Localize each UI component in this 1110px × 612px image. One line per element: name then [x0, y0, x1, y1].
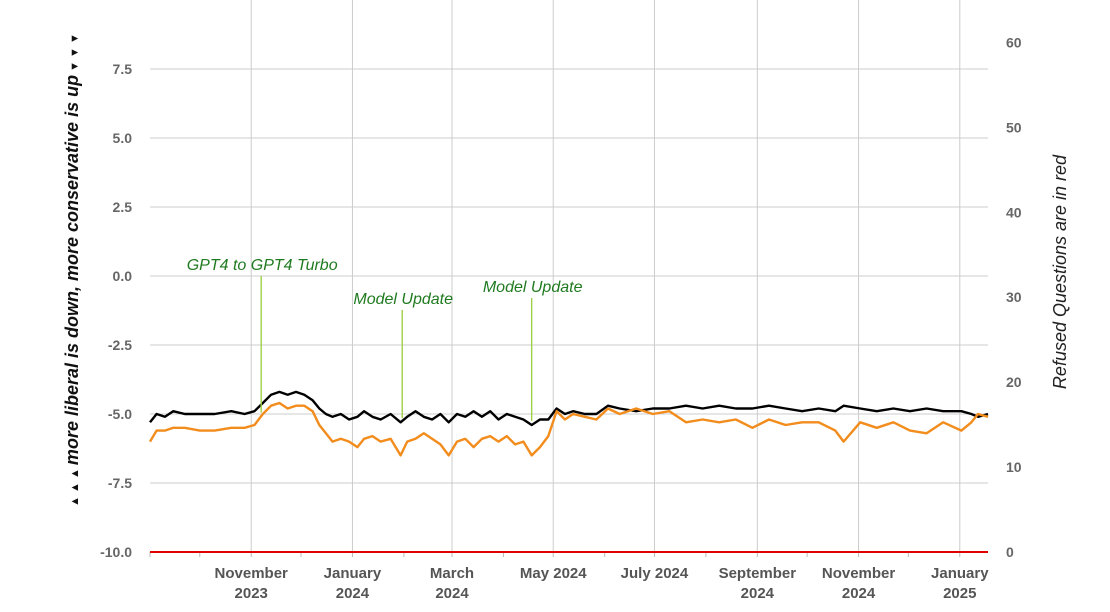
grid [149, 0, 988, 557]
series-layer [148, 390, 989, 553]
x-tick-label: January [931, 565, 989, 582]
x-tick-label-year: 2024 [842, 585, 876, 602]
series-line-0 [149, 390, 989, 427]
x-tick-label-year: 2025 [943, 585, 976, 602]
x-tick-label: November [822, 565, 896, 582]
series-line-1 [148, 401, 989, 457]
annotation-label: Model Update [483, 279, 583, 296]
y-right-tick-label: 0 [1006, 544, 1014, 560]
annotation-label: GPT4 to GPT4 Turbo [187, 257, 338, 274]
y-left-tick-label: 2.5 [113, 199, 133, 215]
y-right-tick-label: 40 [1006, 204, 1022, 220]
y-left-tick-label: -10.0 [100, 544, 132, 560]
x-tick-label: November [215, 565, 289, 582]
y-axis-left-title: ▲ ▲ ▲ more liberal is down, more conserv… [62, 33, 82, 507]
x-tick-label: May 2024 [520, 565, 587, 582]
x-tick-label-year: 2024 [741, 585, 775, 602]
annotations: GPT4 to GPT4 Turbo Model Update Model Upda… [187, 257, 583, 421]
y-right-tick-label: 30 [1006, 289, 1022, 305]
y-left-tick-label: -5.0 [108, 406, 132, 422]
x-tick-label: July 2024 [621, 565, 689, 582]
x-tick-label-year: 2024 [336, 585, 370, 602]
y-right-tick-label: 50 [1006, 119, 1022, 135]
x-tick-label: March [430, 565, 474, 582]
annotation-label: Model Update [353, 291, 453, 308]
y-right-tick-label: 10 [1006, 459, 1022, 475]
y-left-tick-label: -2.5 [108, 337, 132, 353]
y-left-tick-label: 7.5 [113, 61, 133, 77]
x-tick-label-year: 2024 [435, 585, 469, 602]
x-tick-label-year: 2023 [235, 585, 268, 602]
y-axis-right-title: Refused Questions are in red [1050, 154, 1070, 389]
y-left-tick-label: 0.0 [113, 268, 133, 284]
y-left-tick-label: 5.0 [113, 130, 133, 146]
x-tick-label: September [719, 565, 797, 582]
y-right-tick-label: 20 [1006, 374, 1022, 390]
ticks: 7.5 5.0 2.5 0.0 -2.5 -5.0 -7.5 -10.0 60 50 40 30 20 1… [100, 34, 1022, 602]
y-right-tick-label: 60 [1006, 34, 1022, 50]
y-left-tick-label: -7.5 [108, 475, 132, 491]
x-tick-label: January [324, 565, 382, 582]
